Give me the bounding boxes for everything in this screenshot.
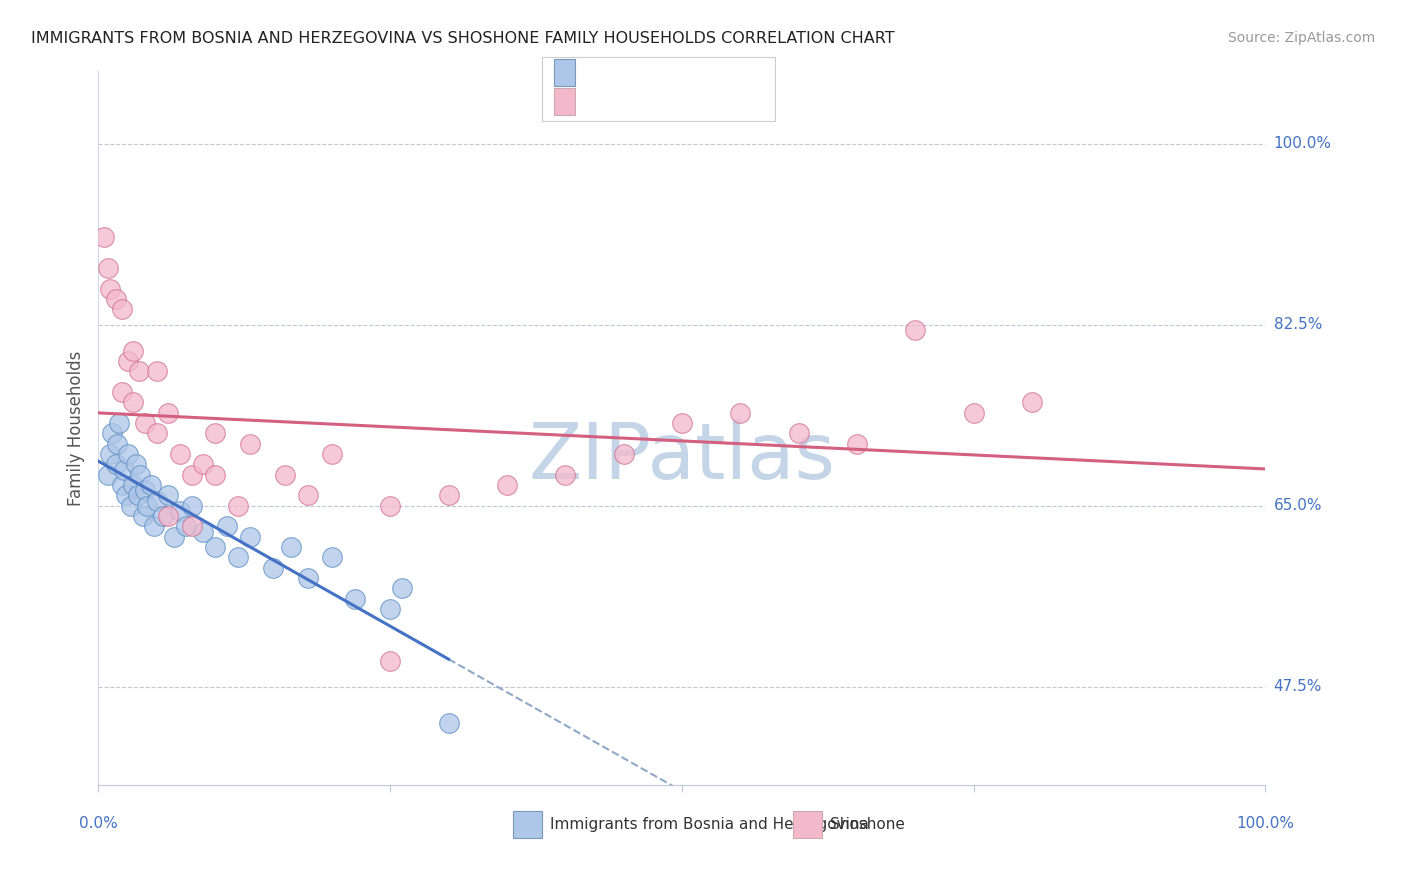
- Point: [157, 488, 180, 502]
- Point: [117, 354, 139, 368]
- Point: [111, 302, 134, 317]
- Point: [380, 654, 402, 668]
- Point: [321, 550, 343, 565]
- Point: [132, 509, 155, 524]
- Point: [143, 519, 166, 533]
- Point: [193, 458, 215, 472]
- Point: [239, 530, 262, 544]
- Point: [120, 499, 142, 513]
- Point: [128, 364, 150, 378]
- Point: [846, 436, 869, 450]
- Point: [104, 292, 127, 306]
- Point: [152, 509, 174, 524]
- Point: [122, 343, 145, 358]
- Point: [344, 591, 367, 606]
- Point: [104, 458, 127, 472]
- Point: [125, 458, 148, 472]
- Point: [122, 478, 145, 492]
- Point: [904, 323, 927, 337]
- Text: 0.0%: 0.0%: [79, 815, 118, 830]
- Point: [554, 467, 576, 482]
- Point: [274, 467, 297, 482]
- Point: [134, 483, 156, 498]
- Text: R = -0.390   N = 40: R = -0.390 N = 40: [582, 66, 756, 81]
- Point: [180, 467, 202, 482]
- Point: [101, 426, 124, 441]
- Point: [730, 406, 752, 420]
- Text: R =  0.277   N = 39: R = 0.277 N = 39: [582, 95, 756, 111]
- Point: [108, 416, 131, 430]
- FancyBboxPatch shape: [541, 57, 775, 121]
- Point: [98, 281, 121, 295]
- Text: Immigrants from Bosnia and Herzegovina: Immigrants from Bosnia and Herzegovina: [550, 817, 869, 832]
- Point: [157, 406, 180, 420]
- Point: [169, 447, 191, 461]
- Point: [787, 426, 810, 441]
- Point: [115, 488, 138, 502]
- FancyBboxPatch shape: [554, 87, 575, 115]
- Point: [146, 493, 169, 508]
- Point: [437, 715, 460, 730]
- Point: [215, 519, 238, 533]
- Point: [193, 524, 215, 539]
- Point: [136, 499, 159, 513]
- Point: [129, 467, 152, 482]
- Point: [380, 499, 402, 513]
- Point: [105, 436, 128, 450]
- Text: ZIPatlas: ZIPatlas: [529, 418, 835, 495]
- Point: [496, 478, 519, 492]
- Point: [321, 447, 343, 461]
- Point: [380, 602, 402, 616]
- Y-axis label: Family Households: Family Households: [66, 351, 84, 506]
- Point: [174, 519, 197, 533]
- Text: 65.0%: 65.0%: [1274, 499, 1322, 513]
- Point: [146, 426, 169, 441]
- Point: [204, 467, 226, 482]
- Text: 100.0%: 100.0%: [1236, 815, 1295, 830]
- Point: [297, 488, 319, 502]
- Point: [1021, 395, 1043, 409]
- Point: [97, 467, 120, 482]
- FancyBboxPatch shape: [793, 812, 823, 838]
- Point: [391, 582, 413, 596]
- Point: [228, 550, 250, 565]
- Point: [204, 540, 226, 554]
- Text: Shoshone: Shoshone: [830, 817, 905, 832]
- Point: [613, 447, 636, 461]
- Point: [163, 530, 186, 544]
- Point: [122, 395, 145, 409]
- FancyBboxPatch shape: [554, 59, 575, 86]
- Text: 47.5%: 47.5%: [1274, 679, 1322, 694]
- Point: [180, 519, 202, 533]
- Point: [111, 478, 134, 492]
- Point: [280, 540, 302, 554]
- Point: [671, 416, 693, 430]
- Point: [93, 230, 115, 244]
- Text: IMMIGRANTS FROM BOSNIA AND HERZEGOVINA VS SHOSHONE FAMILY HOUSEHOLDS CORRELATION: IMMIGRANTS FROM BOSNIA AND HERZEGOVINA V…: [31, 31, 894, 46]
- Text: Source: ZipAtlas.com: Source: ZipAtlas.com: [1227, 31, 1375, 45]
- Point: [111, 384, 134, 399]
- Point: [239, 436, 262, 450]
- Point: [117, 447, 139, 461]
- Text: 82.5%: 82.5%: [1274, 318, 1322, 332]
- Point: [180, 499, 202, 513]
- Text: 100.0%: 100.0%: [1274, 136, 1331, 152]
- Point: [97, 260, 120, 275]
- Point: [169, 504, 191, 518]
- Point: [228, 499, 250, 513]
- Point: [112, 462, 135, 476]
- Point: [157, 509, 180, 524]
- Point: [204, 426, 226, 441]
- Point: [134, 416, 156, 430]
- Point: [437, 488, 460, 502]
- Point: [146, 364, 169, 378]
- Point: [127, 488, 149, 502]
- FancyBboxPatch shape: [513, 812, 541, 838]
- Point: [962, 406, 984, 420]
- Point: [139, 478, 162, 492]
- Point: [297, 571, 319, 585]
- Point: [98, 447, 121, 461]
- Point: [262, 561, 284, 575]
